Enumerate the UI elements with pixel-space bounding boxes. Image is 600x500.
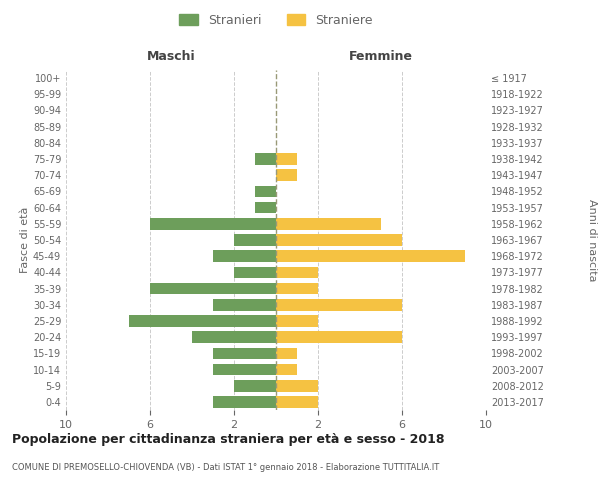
Bar <box>276 282 318 294</box>
Bar <box>255 153 276 165</box>
Bar <box>276 153 297 165</box>
Text: Anni di nascita: Anni di nascita <box>587 198 597 281</box>
Bar <box>150 218 276 230</box>
Bar <box>276 348 297 359</box>
Bar <box>276 396 318 407</box>
Bar <box>150 282 276 294</box>
Legend: Stranieri, Straniere: Stranieri, Straniere <box>174 8 378 32</box>
Bar <box>255 202 276 213</box>
Bar <box>234 266 276 278</box>
Bar <box>276 364 297 376</box>
Bar <box>213 348 276 359</box>
Bar <box>213 364 276 376</box>
Bar <box>276 299 402 310</box>
Text: Maschi: Maschi <box>146 50 196 62</box>
Bar <box>276 315 318 327</box>
Text: Femmine: Femmine <box>349 50 413 62</box>
Bar <box>276 234 402 246</box>
Bar <box>213 250 276 262</box>
Bar <box>276 380 318 392</box>
Text: COMUNE DI PREMOSELLO-CHIOVENDA (VB) - Dati ISTAT 1° gennaio 2018 - Elaborazione : COMUNE DI PREMOSELLO-CHIOVENDA (VB) - Da… <box>12 462 439 471</box>
Text: Popolazione per cittadinanza straniera per età e sesso - 2018: Popolazione per cittadinanza straniera p… <box>12 432 445 446</box>
Bar <box>234 380 276 392</box>
Bar <box>276 170 297 181</box>
Y-axis label: Fasce di età: Fasce di età <box>20 207 30 273</box>
Bar <box>234 234 276 246</box>
Bar <box>276 266 318 278</box>
Bar <box>276 332 402 343</box>
Bar <box>276 250 465 262</box>
Bar <box>129 315 276 327</box>
Bar <box>213 396 276 407</box>
Bar <box>276 218 381 230</box>
Bar <box>192 332 276 343</box>
Bar <box>255 186 276 198</box>
Bar <box>213 299 276 310</box>
